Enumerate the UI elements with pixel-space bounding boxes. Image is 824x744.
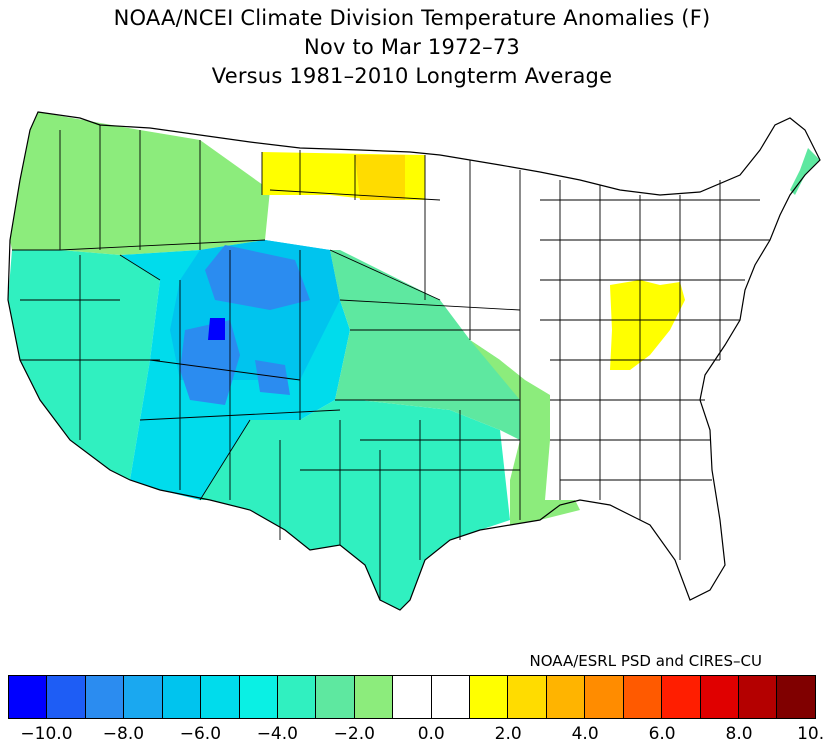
legend-swatch <box>354 676 394 718</box>
legend-swatch <box>546 676 586 718</box>
legend-swatch <box>124 676 163 718</box>
credit-label: NOAA/ESRL PSD and CIRES–CU <box>529 652 762 670</box>
climate-division-southern-plains <box>200 400 510 610</box>
climate-division-regions <box>8 112 820 610</box>
legend-tick-label: 2.0 <box>494 724 522 744</box>
legend-swatch <box>47 676 86 718</box>
legend-swatch <box>739 676 778 718</box>
legend-tick-label: 8.0 <box>725 724 753 744</box>
climate-division-cold-core <box>180 320 240 405</box>
division-boundary-line <box>139 409 341 421</box>
legend-tick-labels: −10.0 −8.0 −6.0 −4.0 −2.0 0.0 2.0 4.0 6.0 8.0 10.0 <box>0 724 824 744</box>
title-block: NOAA/NCEI Climate Division Temperature A… <box>0 4 824 91</box>
legend-swatch <box>85 676 125 718</box>
legend-swatch <box>470 676 509 718</box>
climate-division-mississippi <box>470 340 580 525</box>
legend-swatch <box>585 676 624 718</box>
climate-division-new-england-coast <box>790 148 820 195</box>
climate-division-north-dakota-warm <box>355 155 405 200</box>
legend-swatch <box>777 676 815 718</box>
climate-division-west-coast <box>8 250 160 480</box>
division-boundary-line <box>119 254 161 281</box>
climate-division-neutral <box>38 112 820 600</box>
legend-swatch <box>700 676 740 718</box>
legend-swatch <box>201 676 240 718</box>
legend-swatch <box>9 676 48 718</box>
title-line-2: Nov to Mar 1972–73 <box>304 35 520 59</box>
legend-swatch <box>316 676 355 718</box>
climate-division-central-plains <box>330 250 520 440</box>
legend-swatch <box>393 676 432 718</box>
legend-colorbar <box>8 675 816 719</box>
legend-tick-label: −10.0 <box>20 724 73 744</box>
climate-division-ohio-valley-warm <box>610 280 685 370</box>
legend-tick-label: −6.0 <box>179 724 222 744</box>
division-boundary-line <box>59 239 266 251</box>
legend-tick-label: 10.0 <box>797 724 824 744</box>
legend-tick-label: −2.0 <box>333 724 375 744</box>
climate-division-darkest <box>208 318 225 340</box>
legend-tick-label: 0.0 <box>417 724 445 744</box>
legend-tick-label: 6.0 <box>648 724 676 744</box>
legend-swatch <box>162 676 202 718</box>
us-outline <box>7 111 821 611</box>
legend-swatch <box>508 676 547 718</box>
division-boundary-line <box>329 249 441 301</box>
legend-swatch <box>623 676 663 718</box>
title-line-3: Versus 1981–2010 Longterm Average <box>211 64 613 88</box>
legend-swatch <box>277 676 317 718</box>
legend-tick-label: −4.0 <box>256 724 298 744</box>
legend-swatch <box>662 676 701 718</box>
climate-division-cold-core <box>255 360 290 395</box>
division-boundary-line <box>339 299 521 311</box>
legend-swatch <box>431 676 471 718</box>
division-boundaries <box>12 125 770 600</box>
title-line-1: NOAA/NCEI Climate Division Temperature A… <box>113 6 711 30</box>
division-boundary-line <box>199 419 251 501</box>
legend-tick-label: −8.0 <box>102 724 145 744</box>
legend-tick-label: 4.0 <box>571 724 599 744</box>
division-boundary-line <box>149 359 301 381</box>
legend-swatch <box>239 676 278 718</box>
climate-division-cold-core <box>205 245 310 310</box>
